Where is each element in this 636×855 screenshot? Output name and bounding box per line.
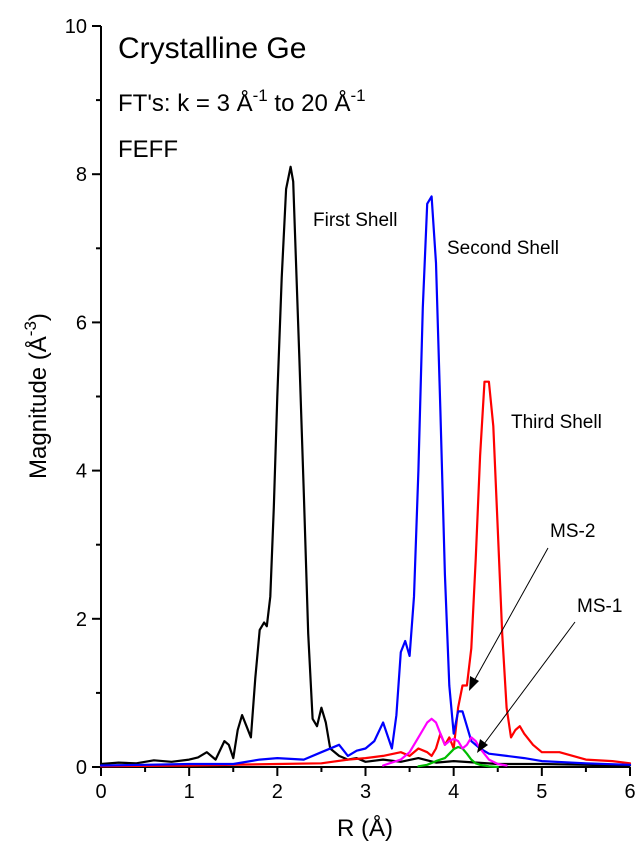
annotation-third-shell: Third Shell: [511, 412, 602, 433]
ms2-arrow-head: [469, 676, 479, 691]
ms2-arrow-line: [473, 547, 549, 682]
y-tick-label: 4: [76, 461, 87, 483]
y-axis-label: Magnitude (Å-3): [21, 313, 52, 479]
ms1-arrow-line: [483, 621, 576, 745]
y-tick-label: 0: [76, 757, 87, 779]
annotation-second-shell: Second Shell: [447, 238, 559, 259]
series-line-second: [99, 195, 632, 767]
chart-note: FEFF: [118, 136, 178, 163]
ms1-arrow-head: [477, 739, 488, 753]
x-axis-label: R (Å): [337, 814, 393, 842]
y-tick-label: 10: [65, 16, 87, 38]
y-tick-labels: 0 2 4 6 8 10: [65, 16, 87, 779]
y-tick-label: 2: [76, 609, 87, 631]
y-tick-label: 8: [76, 164, 87, 186]
x-tick-label: 3: [360, 781, 371, 803]
series-line-third: [99, 380, 632, 768]
x-tick-label: 6: [624, 781, 635, 803]
x-tick-label: 4: [448, 781, 459, 803]
chart-subtitle: FT's: k = 3 Å-1 to 20 Å-1: [118, 86, 366, 117]
y-tick-label: 6: [76, 312, 87, 334]
x-tick-label: 0: [95, 781, 106, 803]
x-tick-labels: 0 1 2 3 4 5 6: [95, 781, 635, 803]
series-line-first: [99, 165, 632, 767]
annotation-ms1: MS-1: [577, 596, 622, 617]
x-tick-label: 2: [272, 781, 283, 803]
data-series: [99, 165, 632, 769]
annotation-first-shell: First Shell: [313, 210, 397, 231]
chart-title: Crystalline Ge: [118, 32, 306, 65]
series-line-ms1: [417, 745, 499, 769]
x-tick-label: 5: [536, 781, 547, 803]
x-tick-label: 1: [184, 781, 195, 803]
annotation-ms2: MS-2: [550, 521, 595, 542]
